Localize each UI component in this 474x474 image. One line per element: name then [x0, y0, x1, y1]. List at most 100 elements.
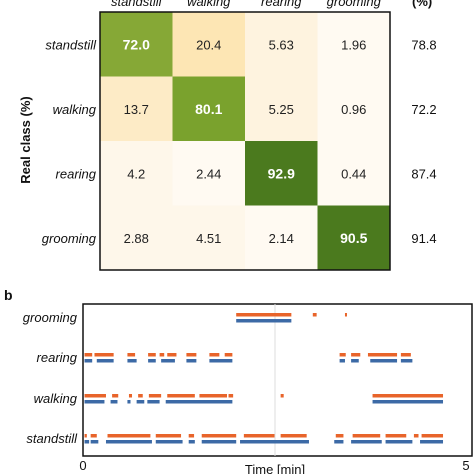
timeline-category-labels: grooming rearing walking standstill	[23, 310, 78, 446]
predicted-event-bar	[367, 353, 398, 357]
x-tick-0: 0	[79, 458, 86, 473]
cell-walking-walking	[172, 76, 245, 141]
row-label: grooming	[42, 231, 97, 246]
real-event-bar	[339, 359, 345, 363]
timeline-label: walking	[34, 391, 78, 406]
cell-grooming-rearing	[245, 205, 318, 270]
real-event-bar	[201, 440, 237, 444]
row-label: walking	[53, 102, 97, 117]
predicted-event-bar	[155, 434, 182, 438]
side-value: 72.2	[411, 102, 436, 117]
cell-value: 4.51	[196, 231, 221, 246]
predicted-event-bar	[421, 434, 444, 438]
cell-value: 4.2	[127, 166, 145, 181]
cell-value: 13.7	[124, 102, 149, 117]
predicted-event-bar	[312, 313, 317, 317]
predicted-event-bar	[351, 353, 361, 357]
predicted-event-bar	[186, 353, 197, 357]
real-event-bar	[372, 400, 444, 404]
cell-standstill-walking	[172, 12, 245, 77]
cell-value: 0.44	[341, 166, 366, 181]
cell-grooming-walking	[172, 205, 245, 270]
panel-label-b: b	[4, 287, 13, 303]
cell-walking-standstill	[100, 76, 173, 141]
real-event-bar	[127, 359, 137, 363]
predicted-event-bar	[400, 353, 411, 357]
real-event-bar	[188, 440, 195, 444]
side-header: (%)	[412, 0, 432, 9]
x-tick-5: 5	[462, 458, 469, 473]
cell-standstill-grooming	[317, 12, 390, 77]
cell-value: 90.5	[340, 230, 367, 246]
real-event-bar	[127, 400, 131, 404]
real-event-bar	[351, 359, 359, 363]
row-label: standstill	[45, 37, 97, 52]
real-event-bar	[84, 400, 105, 404]
real-event-bar	[136, 400, 145, 404]
cell-rearing-grooming	[317, 141, 390, 206]
predicted-event-bar	[280, 434, 307, 438]
side-value: 91.4	[411, 231, 436, 246]
timeline-label: grooming	[23, 310, 78, 325]
predicted-event-bar	[413, 434, 419, 438]
y-axis-title: Real class (%)	[18, 96, 33, 183]
real-event-bar	[240, 440, 309, 444]
predicted-event-bar	[201, 434, 237, 438]
cell-rearing-walking	[172, 141, 245, 206]
real-event-bar	[186, 359, 197, 363]
real-event-bar	[334, 440, 344, 444]
predicted-event-bar	[228, 394, 234, 398]
predicted-event-bar	[148, 353, 156, 357]
real-event-bar	[165, 400, 233, 404]
real-event-bar	[161, 359, 175, 363]
matrix-frame	[99, 11, 391, 271]
timeline-label: rearing	[37, 350, 78, 365]
cell-value: 2.14	[269, 231, 294, 246]
row-label: rearing	[56, 166, 97, 181]
cell-value: 2.88	[124, 231, 149, 246]
predicted-event-bar	[107, 434, 151, 438]
column-labels: standstill walking rearing grooming	[111, 0, 382, 9]
side-value: 78.8	[411, 37, 436, 52]
timeline-frame	[82, 303, 473, 457]
predicted-event-bar	[385, 434, 407, 438]
real-event-bar	[209, 359, 233, 363]
real-event-bar	[105, 440, 152, 444]
column-label: walking	[187, 0, 231, 9]
cell-value: 20.4	[196, 37, 221, 52]
predicted-event-bar	[236, 313, 292, 317]
predicted-event-bar	[188, 434, 195, 438]
predicted-event-bar	[280, 394, 284, 398]
cell-value: 5.25	[269, 102, 294, 117]
column-label: rearing	[261, 0, 302, 9]
real-event-bar	[370, 359, 398, 363]
predicted-event-bar	[372, 394, 444, 398]
real-event-bar	[96, 359, 114, 363]
cell-walking-grooming	[317, 76, 390, 141]
predicted-event-bar	[90, 434, 97, 438]
predicted-event-bar	[339, 353, 346, 357]
cell-rearing-rearing	[245, 141, 318, 206]
cell-grooming-grooming	[317, 205, 390, 270]
real-event-bar	[351, 440, 382, 444]
predicted-event-bar	[84, 353, 93, 357]
row-labels: standstill walking rearing grooming	[42, 37, 97, 246]
side-values: 78.8 72.2 87.4 91.4	[411, 37, 436, 246]
cell-value: 1.96	[341, 37, 366, 52]
real-event-bar	[84, 359, 93, 363]
predicted-event-bar	[127, 353, 136, 357]
predicted-event-bar	[128, 394, 133, 398]
real-event-bar	[420, 440, 444, 444]
real-event-bar	[84, 440, 90, 444]
cell-value: 0.96	[341, 102, 366, 117]
real-event-bar	[400, 359, 413, 363]
predicted-event-bar	[84, 394, 106, 398]
column-label: grooming	[327, 0, 382, 9]
cell-standstill-standstill	[100, 12, 173, 77]
cell-value: 72.0	[123, 36, 150, 52]
real-event-bar	[385, 440, 413, 444]
x-axis-title: Time [min]	[245, 462, 305, 474]
side-value: 87.4	[411, 166, 436, 181]
real-event-bar	[148, 359, 156, 363]
